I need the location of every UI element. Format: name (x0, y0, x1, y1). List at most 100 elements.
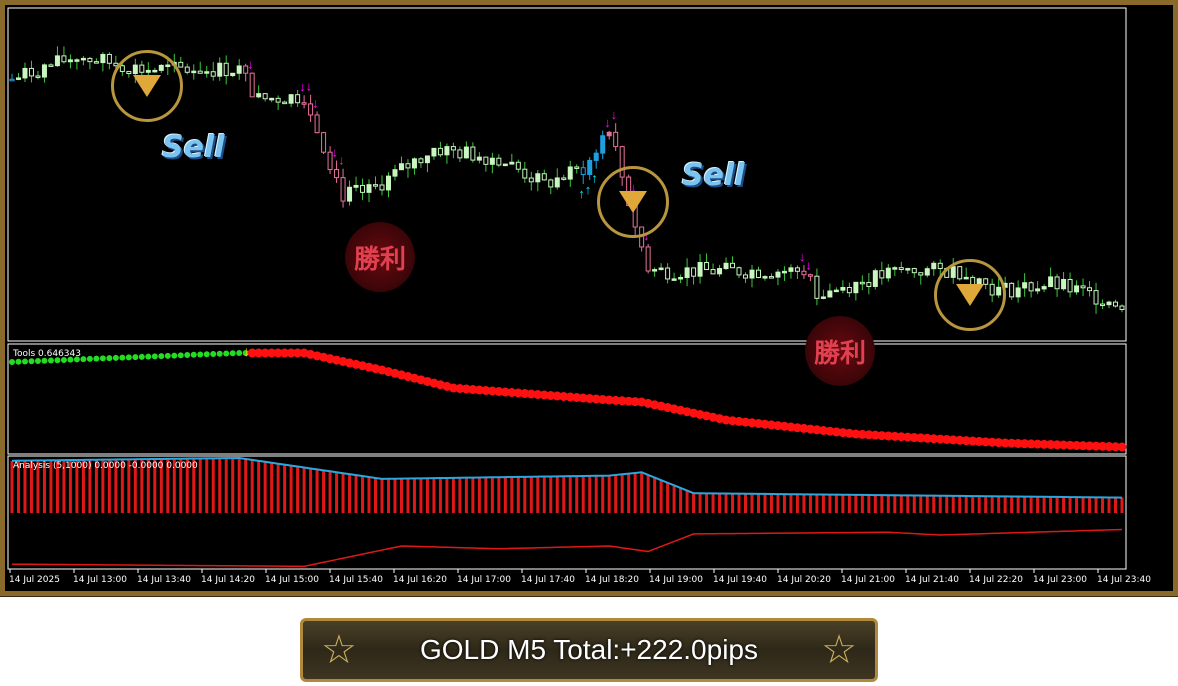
sell-signal-ring (111, 50, 183, 122)
tools-dot (1013, 438, 1023, 448)
signal-line (11, 528, 1123, 568)
candle (704, 262, 710, 271)
candle (892, 267, 898, 270)
sell-arrow-icon: ↓ (611, 107, 618, 122)
tools-dot (151, 353, 158, 360)
candle (295, 94, 301, 104)
tools-dot (604, 395, 614, 405)
price-chart[interactable]: ↓↓ ↓↓↓↓↑ ↑↑↓↓↓↓↓↓ ↓ 14 Jul 2025 14 Jul 13:0… (0, 0, 1178, 596)
tools-dot (112, 354, 119, 361)
candle (197, 70, 203, 74)
candle (418, 158, 424, 164)
tools-dot (80, 356, 87, 363)
candle (411, 158, 417, 169)
tools-dot (799, 423, 809, 433)
x-tick-label: 14 Jul 21:40 (905, 575, 959, 585)
candle (937, 262, 943, 269)
tools-dot (1098, 441, 1108, 451)
candle (931, 262, 937, 270)
tools-dot (916, 433, 926, 443)
candle (483, 156, 489, 165)
candle (788, 267, 794, 272)
tools-dot (903, 432, 913, 442)
tools-dot (546, 391, 556, 400)
x-tick-label: 14 Jul 23:00 (1033, 575, 1087, 585)
tools-dot (455, 384, 465, 393)
x-tick-label: 14 Jul 19:00 (649, 575, 703, 585)
candle (87, 57, 93, 63)
candle (723, 262, 729, 270)
candle (535, 173, 541, 183)
tools-dot (1065, 440, 1075, 450)
sell-signal-ring (597, 166, 669, 238)
tools-dot (572, 393, 582, 402)
result-banner: ☆ GOLD M5 Total:+222.0pips ☆ (300, 618, 878, 682)
tools-dot (870, 430, 880, 440)
tools-dot (851, 429, 861, 439)
sell-triangle-icon (619, 191, 647, 213)
tools-dot (1091, 441, 1101, 451)
tools-dot (617, 396, 627, 406)
candle (80, 57, 86, 61)
candle (1009, 282, 1015, 298)
analysis-panel-border (7, 455, 1127, 570)
candle (431, 147, 437, 157)
tools-dot (474, 385, 484, 395)
candle (859, 281, 865, 285)
sell-triangle-icon (956, 284, 984, 306)
tools-dot (753, 419, 763, 428)
tools-dot (41, 357, 48, 364)
candle (385, 175, 391, 191)
candle (327, 151, 333, 171)
tools-dot (721, 415, 731, 425)
candle (373, 184, 379, 187)
candle (321, 132, 327, 153)
sell-arrow-icon: ↓ (312, 95, 319, 110)
tools-dot (734, 416, 744, 426)
banner-text: GOLD M5 Total:+222.0pips (419, 634, 758, 665)
tools-dot (223, 350, 230, 357)
candle (1061, 279, 1067, 290)
candle (593, 152, 599, 161)
candle (1035, 288, 1041, 292)
tools-dot (539, 390, 549, 400)
tools-dot (177, 352, 184, 359)
candle (178, 61, 184, 68)
tools-dot (1072, 440, 1082, 450)
tools-dot (210, 351, 217, 358)
candle (476, 156, 482, 161)
candle (587, 159, 593, 175)
sell-arrow-icon: ↓ (306, 79, 313, 94)
sell-arrow-icon: ↓ (247, 56, 254, 71)
tools-dot (448, 383, 458, 393)
candle (450, 146, 456, 151)
buy-arrow-icon: ↑ (591, 171, 598, 186)
candle (1080, 285, 1086, 289)
candle (1106, 301, 1112, 306)
tools-dot (974, 436, 984, 446)
candle (561, 177, 567, 180)
x-tick-label: 14 Jul 13:40 (137, 575, 191, 585)
tools-dot (526, 389, 536, 399)
tools-dot (520, 389, 530, 398)
candle (1113, 301, 1119, 307)
x-tick-label: 14 Jul 2025 (9, 575, 60, 585)
tools-dot (190, 351, 197, 358)
candle (470, 146, 476, 161)
candle (762, 276, 768, 279)
tools-label: Tools 0.646343 (12, 349, 81, 359)
sell-label: Sell (162, 130, 225, 165)
candle (833, 289, 839, 293)
candle (457, 149, 463, 159)
candle (613, 131, 619, 148)
tools-dot (747, 418, 757, 428)
tools-dot (229, 350, 236, 357)
candle (9, 78, 15, 82)
tools-dot (9, 359, 15, 365)
candle (911, 268, 917, 274)
tools-dot (948, 435, 958, 445)
tools-dot (93, 355, 100, 362)
candle (243, 65, 249, 74)
candle (717, 268, 723, 275)
candle (314, 114, 320, 134)
